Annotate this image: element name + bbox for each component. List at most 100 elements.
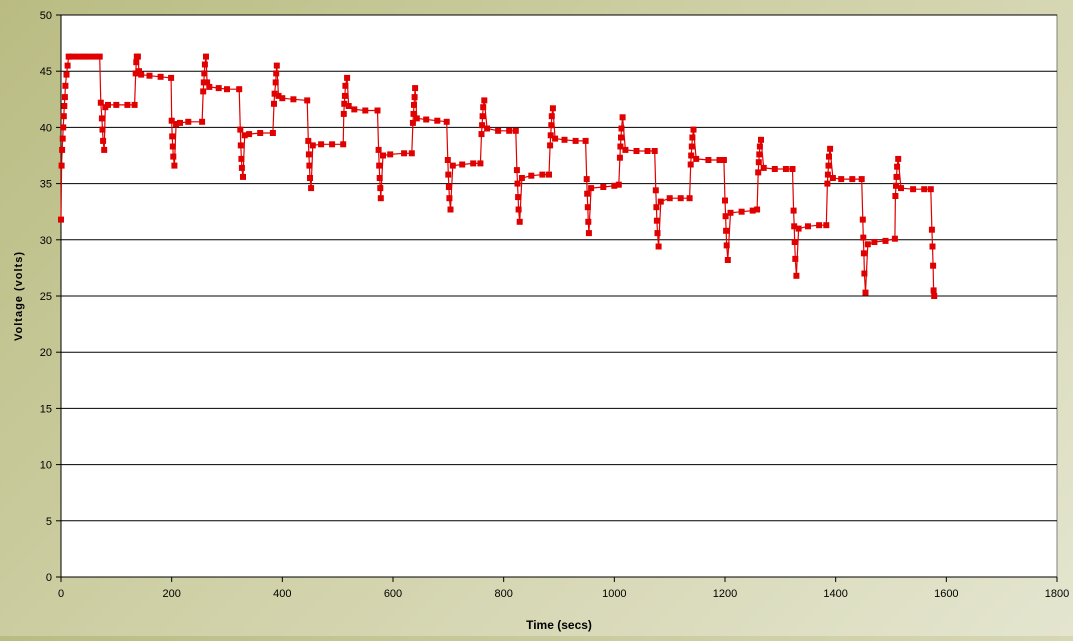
data-point	[825, 162, 832, 169]
data-point	[898, 185, 904, 192]
data-point	[755, 169, 762, 176]
data-point	[795, 225, 802, 232]
data-point	[723, 242, 730, 249]
x-axis-label: Time (secs)	[526, 618, 592, 632]
data-point	[273, 70, 280, 77]
data-point	[272, 79, 279, 86]
data-point	[539, 171, 546, 178]
y-tick-label: 40	[40, 122, 52, 134]
data-point	[96, 53, 103, 60]
data-point	[307, 175, 313, 181]
data-point	[170, 153, 177, 160]
data-point	[173, 121, 180, 127]
data-point	[651, 148, 658, 154]
data-point	[655, 243, 662, 250]
data-point	[653, 204, 660, 211]
x-tick-label: 400	[273, 588, 291, 600]
data-point	[80, 53, 87, 60]
data-point	[237, 126, 244, 133]
data-point	[611, 182, 618, 189]
data-point	[548, 122, 555, 129]
data-point	[136, 68, 142, 75]
data-point	[168, 117, 175, 124]
data-point	[619, 114, 626, 121]
y-tick-label: 0	[46, 572, 52, 584]
data-point	[723, 227, 730, 234]
y-tick-label: 20	[40, 347, 52, 359]
data-point	[572, 137, 579, 144]
data-point	[362, 107, 369, 114]
data-point	[749, 207, 756, 214]
data-point	[512, 127, 519, 134]
data-point	[791, 239, 798, 245]
data-point	[518, 175, 525, 181]
data-point	[893, 182, 899, 189]
data-point	[200, 79, 207, 86]
data-point	[858, 176, 865, 183]
data-point	[618, 134, 624, 141]
data-point	[615, 181, 622, 188]
data-point	[756, 143, 763, 150]
data-point	[305, 137, 312, 144]
data-point	[633, 148, 640, 154]
x-tick-label: 1400	[823, 588, 847, 600]
data-point	[199, 118, 206, 125]
data-point	[515, 194, 522, 201]
data-point	[515, 206, 522, 213]
y-tick-label: 30	[40, 235, 52, 247]
data-point	[838, 176, 845, 183]
data-point	[134, 53, 141, 60]
data-point	[666, 195, 673, 202]
data-point	[479, 122, 486, 129]
data-point	[561, 136, 568, 143]
data-point	[910, 186, 917, 193]
data-point	[616, 154, 623, 161]
data-point	[375, 146, 382, 153]
y-tick-label: 5	[46, 516, 52, 528]
series-layer	[58, 53, 938, 299]
data-point	[644, 148, 651, 154]
data-point	[722, 213, 729, 220]
data-point	[861, 270, 868, 277]
data-point	[61, 94, 68, 101]
data-point	[790, 207, 797, 214]
data-point	[860, 250, 867, 257]
data-point	[446, 195, 453, 202]
data-point	[921, 186, 928, 193]
data-point	[930, 287, 937, 294]
data-point	[584, 190, 591, 197]
data-point	[588, 185, 595, 192]
data-point	[617, 143, 624, 150]
data-point	[413, 115, 420, 122]
data-point	[401, 150, 408, 157]
x-tick-label: 800	[494, 588, 512, 600]
data-point	[930, 262, 937, 269]
data-point	[686, 195, 693, 202]
data-point	[146, 72, 153, 79]
x-tick-label: 1800	[1045, 588, 1069, 600]
data-point	[204, 79, 211, 86]
data-point	[882, 237, 889, 244]
data-point	[63, 71, 70, 78]
y-tick-label: 35	[40, 179, 52, 191]
data-point	[201, 70, 208, 77]
data-point	[792, 255, 799, 262]
data-point	[91, 53, 98, 60]
y-tick-label: 10	[40, 460, 52, 472]
data-point	[168, 74, 175, 81]
data-point	[246, 131, 253, 138]
x-tick-label: 1000	[602, 588, 626, 600]
data-point	[754, 206, 761, 213]
data-point	[864, 241, 871, 248]
data-point	[377, 185, 384, 192]
data-point	[459, 161, 466, 168]
x-tick-label: 1600	[934, 588, 958, 600]
data-point	[826, 153, 832, 160]
data-point	[238, 155, 245, 162]
data-point	[304, 97, 311, 104]
data-point	[894, 163, 901, 170]
data-point	[279, 95, 286, 102]
data-point	[341, 100, 348, 107]
data-point	[480, 104, 487, 111]
data-point	[409, 119, 416, 126]
